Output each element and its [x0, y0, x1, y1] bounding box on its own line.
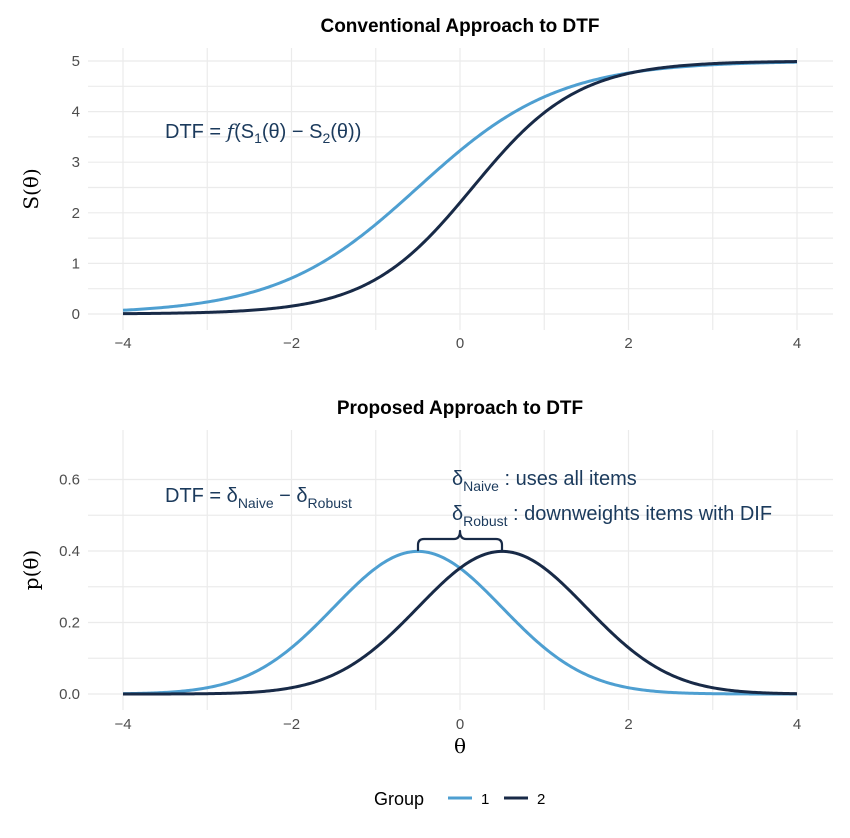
bot-x-tick-label: 4	[793, 716, 801, 733]
bottom-gridlines	[88, 430, 833, 710]
top-x-tick-label: 0	[456, 335, 464, 352]
legend-label-2: 2	[537, 791, 545, 808]
top-y-tick-label: 5	[72, 53, 80, 70]
naive-note: δNaive : uses all items	[452, 468, 637, 494]
top-y-tick-labels: 0 1 2 3 4 5	[72, 53, 80, 323]
top-y-tick-label: 0	[72, 306, 80, 323]
bot-series-2-line	[123, 549, 798, 696]
top-x-tick-label: 2	[624, 335, 632, 352]
curly-brace-marker	[416, 529, 504, 552]
top-x-tick-label: −4	[114, 335, 131, 352]
top-series-2-line	[122, 60, 798, 316]
bot-y-tick-label: 0.6	[59, 472, 80, 489]
top-panel: Conventional Approach to DTF 0 1 2 3 4 5 −4 −2…	[19, 16, 833, 352]
bottom-y-tick-labels: 0.0 0.2 0.4 0.6	[59, 472, 80, 704]
top-x-tick-label: −2	[283, 335, 300, 352]
top-y-tick-label: 2	[72, 205, 80, 222]
top-y-axis-label: S(θ)	[19, 168, 43, 209]
top-x-tick-labels: −4 −2 0 2 4	[114, 335, 801, 352]
bottom-series-lines	[122, 549, 798, 696]
top-x-tick-label: 4	[793, 335, 801, 352]
top-gridlines	[88, 48, 833, 330]
top-y-tick-label: 1	[72, 255, 80, 272]
bot-x-tick-label: 0	[456, 716, 464, 733]
bottom-dtf-annotation: DTF = δNaive − δRobust	[165, 485, 352, 511]
bot-y-tick-label: 0.2	[59, 615, 80, 632]
top-y-tick-label: 3	[72, 154, 80, 171]
legend-label-1: 1	[481, 791, 489, 808]
bottom-x-axis-label: θ	[454, 734, 466, 758]
legend: Group 1 2	[374, 789, 545, 809]
top-dtf-annotation: DTF = f(S1(θ) − S2(θ))	[165, 119, 361, 146]
bot-x-tick-label: −2	[283, 716, 300, 733]
bottom-x-tick-labels: −4 −2 0 2 4	[114, 716, 801, 733]
bottom-panel: Proposed Approach to DTF 0.0 0.2 0.4 0.6 −4…	[19, 398, 833, 758]
bot-x-tick-label: −4	[114, 716, 131, 733]
bottom-y-axis-label: p(θ)	[19, 550, 43, 590]
legend-title: Group	[374, 789, 424, 809]
bot-y-tick-label: 0.4	[59, 543, 80, 560]
bot-y-tick-label: 0.0	[59, 686, 80, 703]
robust-note: δRobust : downweights items with DIF	[452, 503, 772, 529]
bot-x-tick-label: 2	[624, 716, 632, 733]
top-y-tick-label: 4	[72, 104, 80, 121]
top-series-lines	[122, 60, 798, 316]
top-chart-title: Conventional Approach to DTF	[320, 16, 599, 37]
bottom-chart-title: Proposed Approach to DTF	[337, 398, 583, 419]
